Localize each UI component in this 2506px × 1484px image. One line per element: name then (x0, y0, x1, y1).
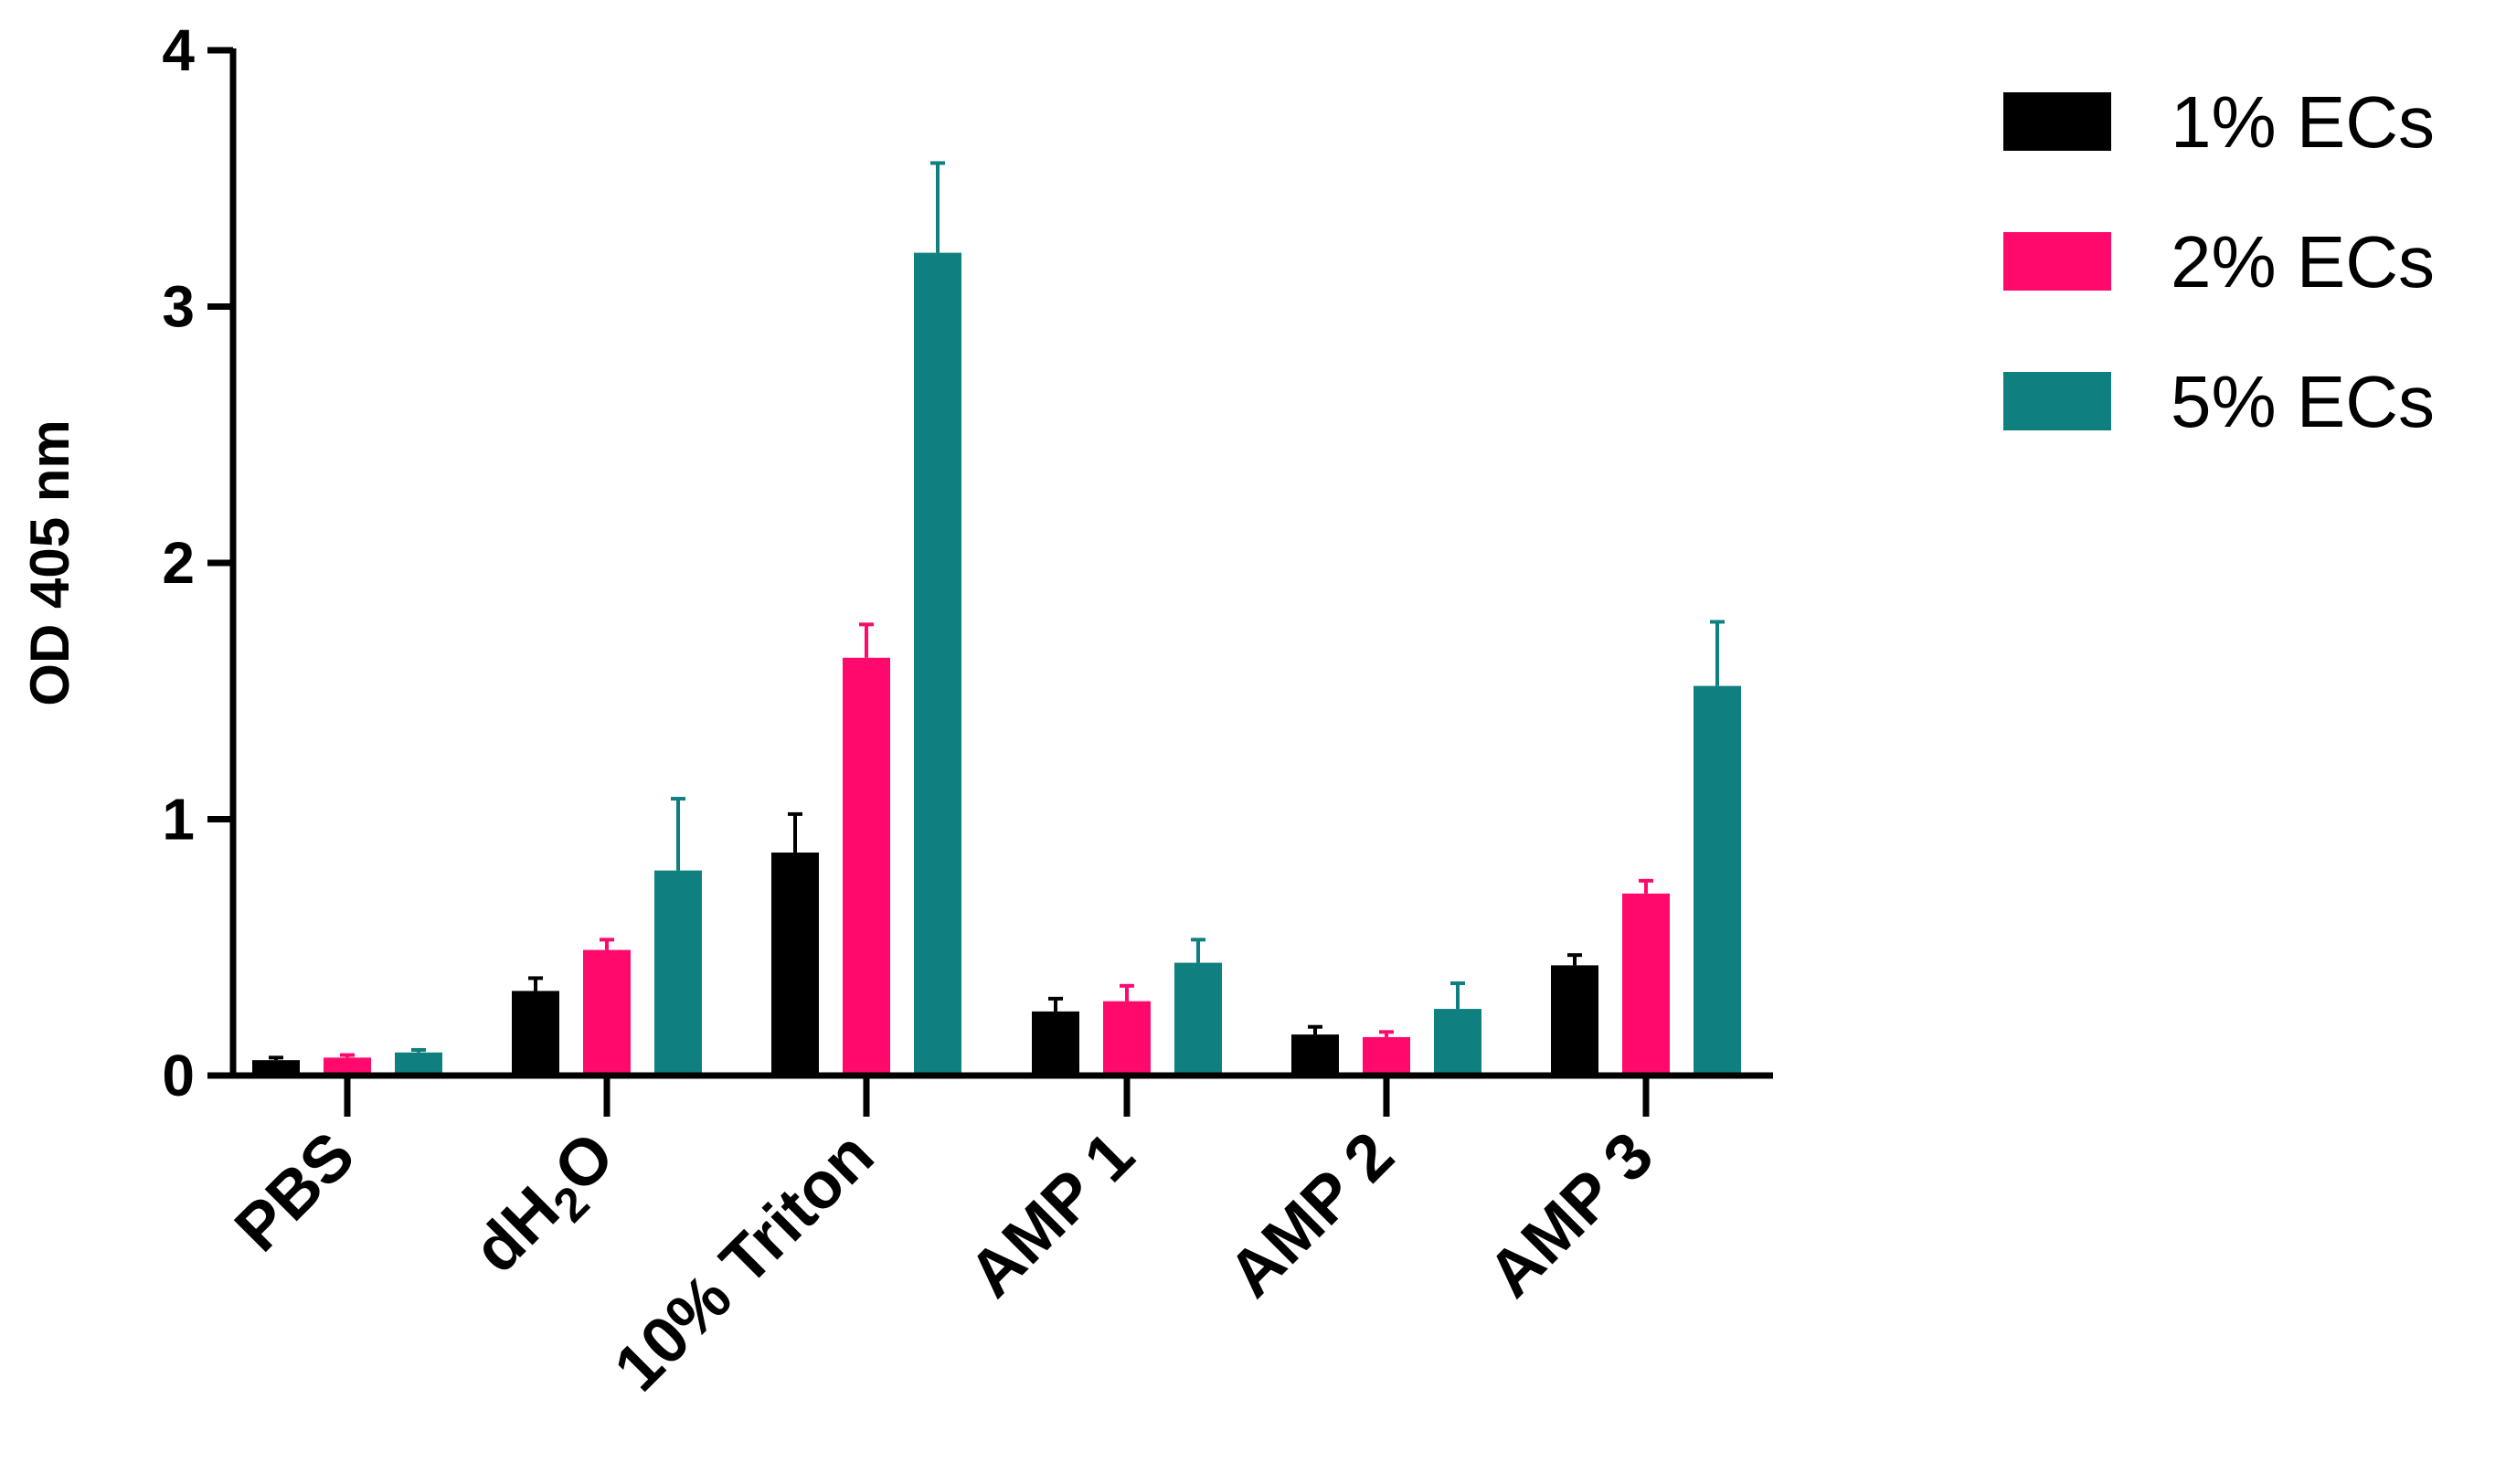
bar-pbs-series-2 (324, 1057, 371, 1076)
error-bar-10-triton-series-2 (859, 622, 874, 658)
bar-amp-2-series-1 (1291, 1034, 1339, 1076)
bar-amp-3-series-3 (1694, 685, 1741, 1076)
error-bar-amp-1-series-3 (1191, 938, 1205, 963)
y-axis-title: OD 405 nm (19, 419, 80, 705)
bar-amp-1-series-3 (1174, 962, 1222, 1076)
error-bar-pbs-series-3 (411, 1047, 426, 1053)
category-label-main: AMP 2 (1215, 1118, 1407, 1311)
bar-10-triton-series-2 (843, 657, 890, 1076)
error-bar-amp-1-series-1 (1048, 996, 1063, 1012)
y-tick-label-1: 1 (162, 787, 195, 853)
error-bar-amp-2-series-2 (1379, 1030, 1394, 1037)
error-bar-amp-3-series-1 (1567, 953, 1582, 966)
legend-label: 1% ECs (2171, 81, 2435, 163)
x-tick-label-pbs: PBS (221, 1118, 368, 1266)
bar-dh2o-series-2 (583, 949, 631, 1076)
bar-10-triton-series-1 (771, 852, 819, 1076)
bar-amp-2-series-3 (1434, 1009, 1481, 1076)
error-bar-amp-2-series-3 (1450, 981, 1465, 1010)
bar-dh2o-series-3 (654, 870, 702, 1076)
error-bar-10-triton-series-3 (930, 161, 945, 253)
category-label-main: AMP 3 (1474, 1118, 1667, 1311)
legend-item-series-2: 2% ECs (2003, 221, 2435, 302)
x-tick-label-amp-2: AMP 2 (1215, 1118, 1407, 1311)
category-label-main: AMP 1 (955, 1118, 1148, 1311)
category-label-main: PBS (221, 1118, 368, 1266)
error-bar-dh2o-series-1 (528, 976, 543, 991)
legend-label: 5% ECs (2171, 361, 2435, 442)
bars-layer (252, 252, 1741, 1076)
error-bars-layer (269, 161, 1725, 1061)
bar-amp-2-series-2 (1363, 1036, 1410, 1076)
y-tick-label-0: 0 (162, 1043, 195, 1108)
error-bar-pbs-series-1 (269, 1055, 283, 1061)
bar-pbs-series-1 (252, 1060, 300, 1076)
error-bar-amp-1-series-2 (1120, 983, 1134, 1002)
error-bar-dh2o-series-3 (671, 797, 685, 871)
x-tick-label-amp-3: AMP 3 (1474, 1118, 1667, 1311)
error-bar-pbs-series-2 (340, 1053, 355, 1058)
bar-amp-3-series-1 (1551, 965, 1598, 1076)
error-bar-amp-2-series-1 (1308, 1024, 1322, 1035)
x-tick-label-amp-1: AMP 1 (955, 1118, 1148, 1311)
x-tick-label-dh2o: dH2O (460, 1118, 636, 1295)
bar-amp-3-series-2 (1622, 893, 1670, 1076)
legend-item-series-1: 1% ECs (2003, 81, 2435, 163)
error-bar-amp-3-series-3 (1710, 620, 1725, 686)
error-bar-10-triton-series-1 (788, 811, 802, 853)
category-label-main: 10% Triton (600, 1118, 887, 1405)
legend-item-series-3: 5% ECs (2003, 361, 2435, 442)
legend-swatch (2003, 372, 2111, 430)
error-bar-amp-3-series-2 (1639, 878, 1653, 894)
bar-amp-1-series-1 (1032, 1011, 1079, 1076)
legend-label: 2% ECs (2171, 221, 2435, 302)
bar-pbs-series-3 (395, 1052, 442, 1076)
legend: 1% ECs 2% ECs 5% ECs (2003, 81, 2435, 442)
bar-dh2o-series-1 (512, 991, 559, 1076)
legend-swatch (2003, 92, 2111, 151)
bar-amp-1-series-2 (1103, 1001, 1151, 1076)
y-tick-label-2: 2 (162, 530, 195, 596)
y-tick-label-3: 3 (162, 274, 195, 340)
x-tick-label-10-triton: 10% Triton (600, 1118, 887, 1405)
bar-10-triton-series-3 (914, 252, 961, 1076)
legend-swatch (2003, 232, 2111, 291)
y-tick-label-4: 4 (162, 17, 195, 83)
error-bar-dh2o-series-2 (600, 938, 614, 950)
